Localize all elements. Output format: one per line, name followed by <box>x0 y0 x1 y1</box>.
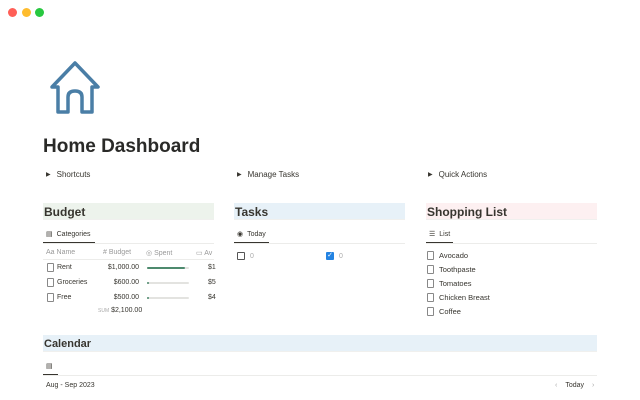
item-label: Chicken Breast <box>439 292 490 302</box>
column-header-spent[interactable]: ◎ Spent <box>146 250 173 257</box>
column-header-budget[interactable]: # Budget <box>103 249 132 256</box>
tab-label: Today <box>247 230 266 238</box>
house-icon <box>50 61 100 114</box>
item-label: Toothpaste <box>439 264 476 274</box>
task-group-unchecked[interactable]: 0 <box>237 252 254 260</box>
tab-today[interactable]: ◉ Today <box>234 230 269 243</box>
table-row[interactable]: Groceries $600.00 $5 <box>43 275 216 290</box>
table-icon: ▤ <box>46 231 53 238</box>
toggle-shortcuts[interactable]: ▶ Shortcuts <box>46 170 90 179</box>
spent-progress-bar <box>147 267 189 269</box>
toggle-label: Quick Actions <box>438 170 488 179</box>
page-icon <box>427 306 434 316</box>
row-name: Groceries <box>57 279 88 286</box>
spent-progress-bar <box>147 282 189 284</box>
target-icon: ◉ <box>237 231 244 238</box>
toggle-manage-tasks[interactable]: ▶ Manage Tasks <box>237 170 299 179</box>
toggle-label: Shortcuts <box>56 170 91 179</box>
calendar-view-tabs: ▤ <box>43 362 597 376</box>
row-name: Rent <box>57 264 72 271</box>
row-budget: $600.00 <box>113 279 139 286</box>
toggle-quick-actions[interactable]: ▶ Quick Actions <box>428 170 487 179</box>
row-budget: $1,000.00 <box>107 264 139 271</box>
row-budget: $500.00 <box>113 294 139 301</box>
tasks-view-tabs: ◉ Today <box>234 230 405 244</box>
list-item[interactable]: Avocado <box>427 248 490 262</box>
table-row[interactable]: Rent $1,000.00 $1 <box>43 260 216 275</box>
column-header-available[interactable]: ▭ Av <box>196 250 213 257</box>
tasks-heading: Tasks <box>234 203 405 220</box>
close-window-button[interactable] <box>8 8 17 17</box>
table-row[interactable]: Free $500.00 $4 <box>43 290 216 305</box>
tab-categories[interactable]: ▤ Categories <box>43 230 95 243</box>
page-icon <box>47 278 54 287</box>
list-item[interactable]: Chicken Breast <box>427 290 490 304</box>
page-icon <box>427 278 434 288</box>
shopping-list: Avocado Toothpaste Tomatoes Chicken Breast C… <box>427 248 490 318</box>
row-available: $5 <box>208 279 216 286</box>
budget-table: Aa Name # Budget ◎ Spent ▭ Av Rent $1,00… <box>43 246 216 306</box>
shopping-view-tabs: ☰ List <box>426 230 597 244</box>
tab-list[interactable]: ☰ List <box>426 230 453 243</box>
minimize-window-button[interactable] <box>22 8 31 17</box>
triangle-right-icon: ▶ <box>237 172 242 178</box>
page-title: Home Dashboard <box>43 136 201 157</box>
list-item[interactable]: Tomatoes <box>427 276 490 290</box>
triangle-right-icon: ▶ <box>46 172 51 178</box>
page-icon <box>427 250 434 260</box>
checkbox-checked-icon[interactable]: ✓ <box>326 252 334 260</box>
item-label: Avocado <box>439 250 469 260</box>
page-icon <box>427 264 434 274</box>
item-label: Tomatoes <box>439 278 472 288</box>
list-item[interactable]: Toothpaste <box>427 262 490 276</box>
tab-label: List <box>439 230 451 238</box>
calendar-nav: ‹ Today › <box>555 382 594 389</box>
calendar-icon: ▤ <box>46 363 53 370</box>
task-group-checked[interactable]: ✓ 0 <box>326 252 343 260</box>
chevron-left-icon[interactable]: ‹ <box>555 382 558 389</box>
budget-view-tabs: ▤ Categories <box>43 230 214 244</box>
row-available: $1 <box>208 264 216 271</box>
toggle-label: Manage Tasks <box>247 170 300 179</box>
page-icon <box>47 293 54 302</box>
page-icon <box>47 263 54 272</box>
calendar-range: Aug - Sep 2023 <box>46 382 95 389</box>
triangle-right-icon: ▶ <box>428 172 433 178</box>
budget-sum: SUM $2,100.00 <box>98 307 143 314</box>
today-button[interactable]: Today <box>565 382 585 389</box>
list-item[interactable]: Coffee <box>427 304 490 318</box>
row-name: Free <box>57 294 72 301</box>
tab-label: Categories <box>56 230 91 238</box>
checkbox-icon[interactable] <box>237 252 245 260</box>
spent-progress-bar <box>147 297 189 299</box>
shopping-heading: Shopping List <box>426 203 597 220</box>
column-header-name[interactable]: Aa Name <box>46 249 76 256</box>
budget-heading: Budget <box>43 203 214 220</box>
maximize-window-button[interactable] <box>35 8 44 17</box>
chevron-right-icon[interactable]: › <box>592 382 595 389</box>
list-icon: ☰ <box>429 231 436 238</box>
item-label: Coffee <box>439 306 461 316</box>
calendar-heading: Calendar <box>43 335 597 352</box>
row-available: $4 <box>208 294 216 301</box>
page-icon <box>427 292 434 302</box>
tab-calendar[interactable]: ▤ <box>43 362 58 375</box>
